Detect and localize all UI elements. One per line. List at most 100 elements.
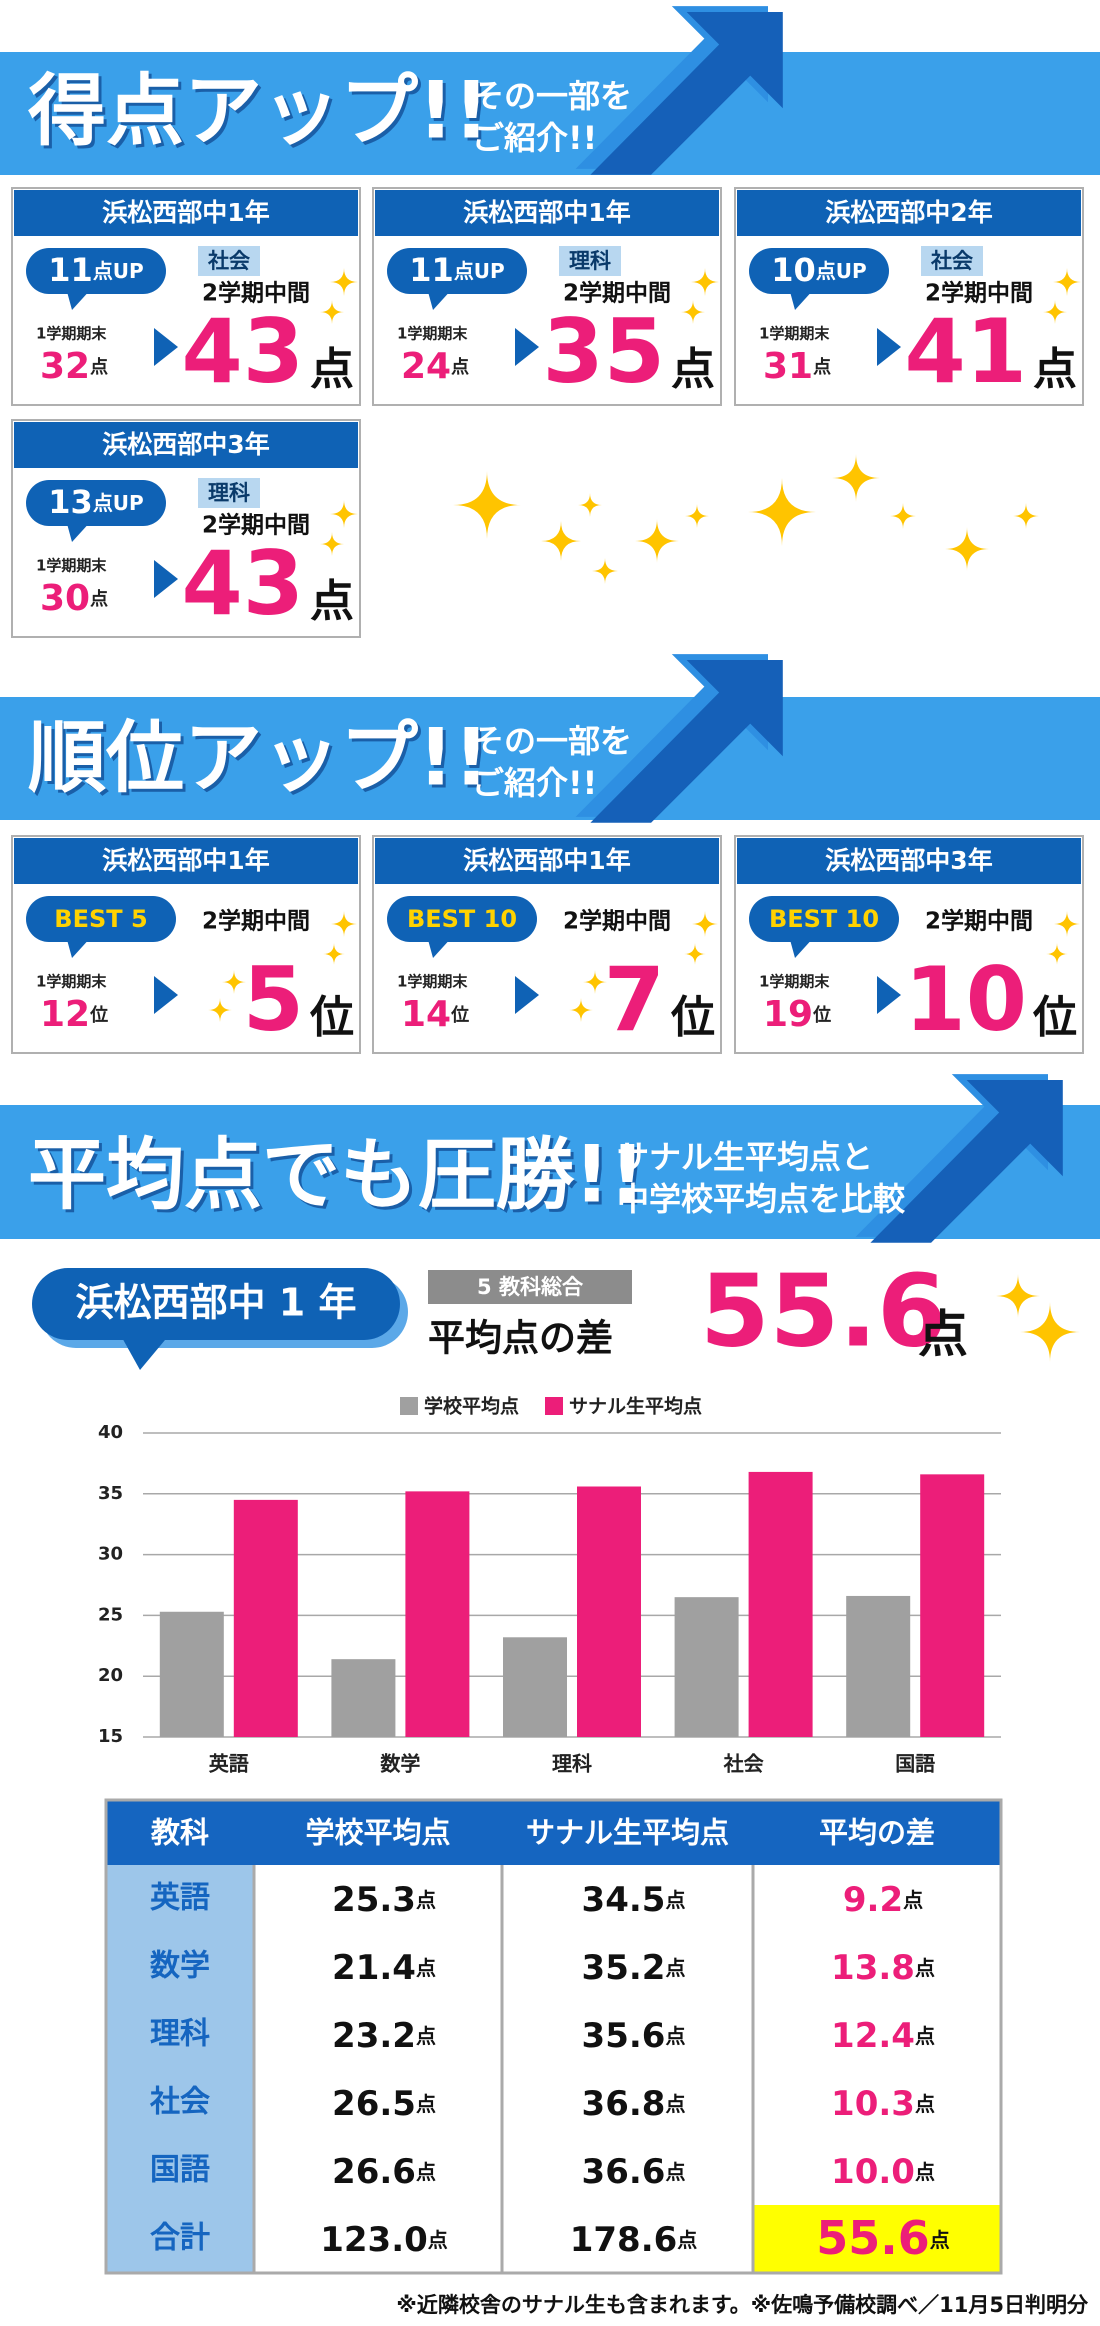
table-cell xyxy=(254,2137,502,2205)
arrow xyxy=(870,1080,1063,1243)
table-header-cell: 教科 xyxy=(150,1816,209,1850)
table-cell xyxy=(502,1933,753,2001)
before-value: 19位 xyxy=(763,994,831,1035)
number-cell: 13.8点 xyxy=(831,1948,935,1988)
badge xyxy=(26,248,166,294)
bar xyxy=(331,1659,396,1737)
cell-number: 35.6 xyxy=(582,2016,666,2056)
legend-swatch xyxy=(400,1397,418,1415)
sparkle xyxy=(1054,911,1080,937)
bar xyxy=(405,1491,470,1737)
rank-badge: BEST 5 xyxy=(54,905,147,933)
x-tick-label: 社会 xyxy=(723,1752,765,1776)
card-header xyxy=(14,422,358,468)
subject-cell: 英語 xyxy=(150,1881,210,1916)
before-label: 1学期期末 xyxy=(397,973,468,991)
badge xyxy=(26,480,166,526)
badge xyxy=(26,896,176,942)
subject: 理科 xyxy=(208,481,250,505)
cell-number: 123.0 xyxy=(320,2220,428,2260)
sparkle xyxy=(222,970,246,994)
up-number: 11 xyxy=(409,251,454,289)
badge xyxy=(749,896,899,942)
table-header-cell: 学校平均点 xyxy=(305,1816,450,1850)
cell-unit: 点 xyxy=(903,1888,923,1912)
before-value: 30点 xyxy=(40,578,108,619)
after-unit: 位 xyxy=(1032,992,1077,1043)
sparkle xyxy=(541,521,581,561)
number-cell: 36.6点 xyxy=(582,2152,686,2192)
sparkle xyxy=(996,1274,1040,1318)
table-cell xyxy=(502,2137,753,2205)
up-badge-text: 10点UP xyxy=(771,251,866,289)
y-tick-label: 35 xyxy=(98,1483,123,1504)
number-cell: 178.6点 xyxy=(570,2220,698,2260)
y-tick-label: 20 xyxy=(98,1665,123,1686)
before-label: 1学期期末 xyxy=(36,325,107,343)
term: 2学期中間 xyxy=(563,908,671,935)
up-number: 11 xyxy=(48,251,93,289)
arrow-mark xyxy=(154,976,178,1014)
table-cell xyxy=(254,1933,502,2001)
card-header xyxy=(375,190,719,236)
sparkle xyxy=(583,970,607,994)
arrow xyxy=(590,12,783,175)
cell-number: 25.3 xyxy=(332,1880,416,1920)
before-label: 1学期期末 xyxy=(759,973,830,991)
sparkle xyxy=(592,558,618,584)
term: 2学期中間 xyxy=(925,280,1033,307)
term: 2学期中間 xyxy=(563,280,671,307)
before-unit: 点 xyxy=(90,588,108,610)
number-cell: 36.8点 xyxy=(582,2084,686,2124)
diff-value: 55.6 xyxy=(700,1252,947,1369)
cell-unit: 点 xyxy=(416,1956,436,1980)
after-number: 43 xyxy=(182,300,304,403)
cell-number: 35.2 xyxy=(582,1948,666,1988)
banner-subtitle: ご紹介!! xyxy=(472,119,597,157)
after-unit: 位 xyxy=(309,992,354,1043)
sparkle xyxy=(331,911,357,937)
before-label: 1学期期末 xyxy=(397,325,468,343)
table-cell xyxy=(753,1933,1001,2001)
cell-unit: 点 xyxy=(915,1956,935,1980)
number-cell: 10.3点 xyxy=(831,2084,935,2124)
up-badge-text: 13点UP xyxy=(48,483,143,521)
table-cell xyxy=(753,2001,1001,2069)
cell-number: 21.4 xyxy=(332,1948,416,1988)
table-header-cell: サナル生平均点 xyxy=(526,1816,729,1850)
before-number: 24 xyxy=(401,346,451,387)
cell-unit: 点 xyxy=(915,2092,935,2116)
table-cell xyxy=(106,2137,254,2205)
legend-swatch xyxy=(545,1397,563,1415)
cell-unit: 点 xyxy=(915,2160,935,2184)
sparkle xyxy=(1053,268,1081,296)
before-label: 1学期期末 xyxy=(36,557,107,575)
bar xyxy=(748,1471,813,1737)
rank-badge: BEST 10 xyxy=(769,905,879,933)
card-school: 浜松西部中1年 xyxy=(463,846,630,875)
term: 2学期中間 xyxy=(202,512,310,539)
before-label: 1学期期末 xyxy=(759,325,830,343)
table-cell xyxy=(254,2069,502,2137)
before-value: 31点 xyxy=(763,346,831,387)
banner xyxy=(0,52,1100,175)
card-school: 浜松西部中2年 xyxy=(825,198,992,227)
card-header xyxy=(14,190,358,236)
subject-cell: 国語 xyxy=(150,2153,210,2188)
sparkle xyxy=(832,454,880,502)
cell-number: 36.8 xyxy=(582,2084,666,2124)
sparkle xyxy=(748,478,816,546)
sparkle xyxy=(330,500,358,528)
banner-subtitle: その一部を xyxy=(472,722,632,760)
before-label: 1学期期末 xyxy=(36,973,107,991)
cell-number: 178.6 xyxy=(570,2220,678,2260)
sparkle xyxy=(323,943,345,965)
card-header xyxy=(737,838,1081,884)
table-cell xyxy=(502,1865,753,1933)
table-cell xyxy=(753,2205,1001,2273)
sparkle xyxy=(692,911,718,937)
table-header xyxy=(106,1800,1001,1865)
arrow-mark xyxy=(877,976,901,1014)
